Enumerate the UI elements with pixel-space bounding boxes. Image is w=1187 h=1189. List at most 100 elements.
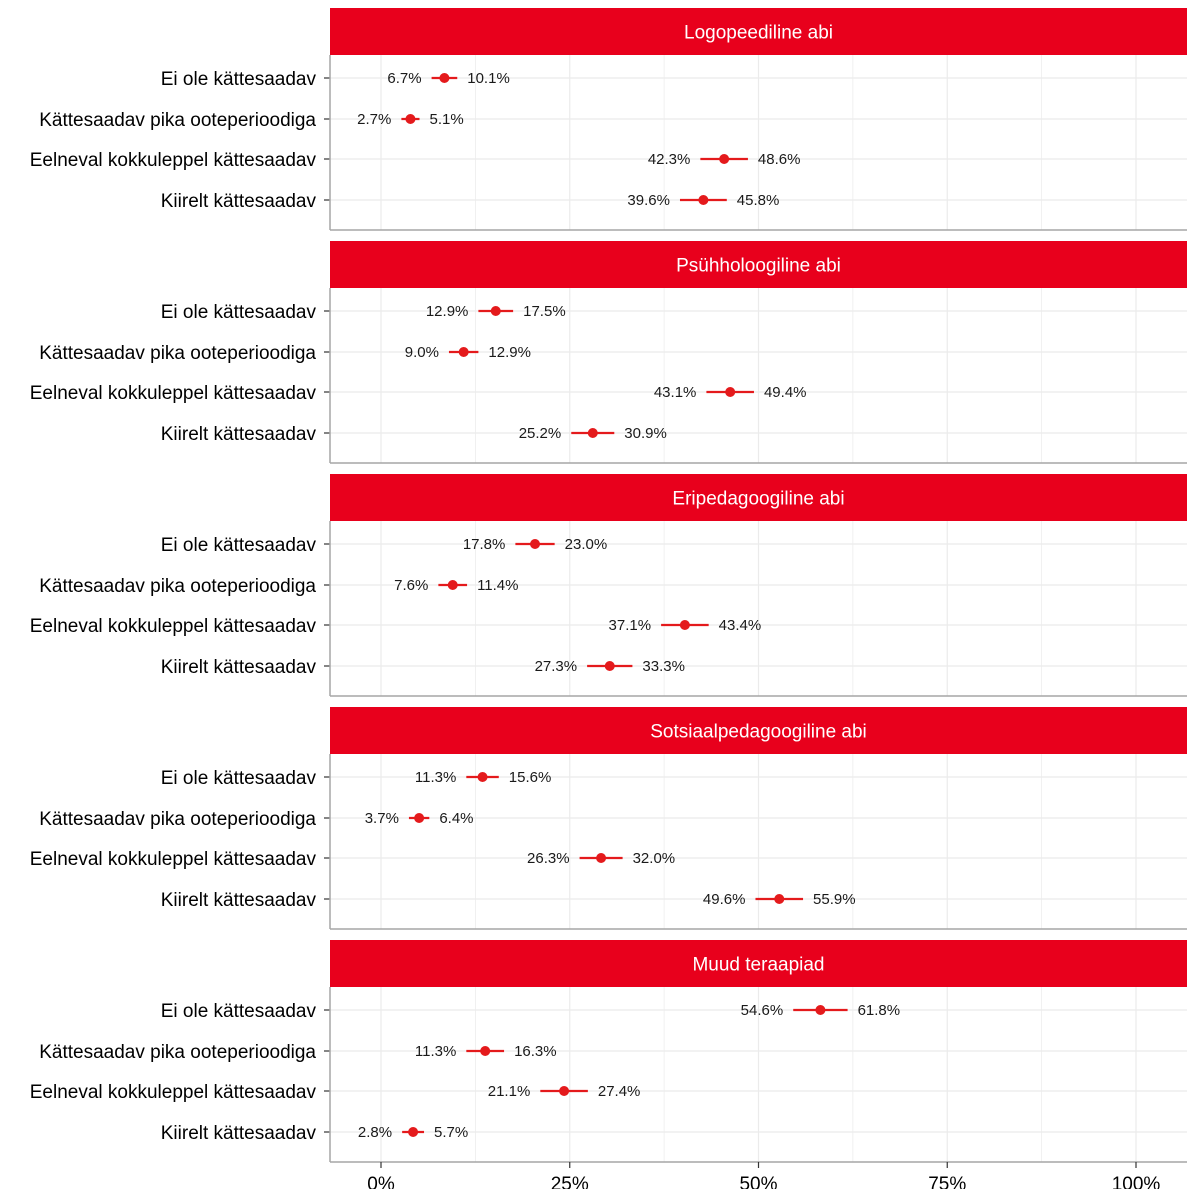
estimate-point <box>414 813 425 823</box>
category-label: Eelneval kokkuleppel kättesaadav <box>30 150 317 171</box>
lower-bound-label: 26.3% <box>527 850 570 867</box>
facet-title: Sotsiaalpedagoogiline abi <box>650 722 867 743</box>
estimate-point <box>596 853 607 863</box>
upper-bound-label: 16.3% <box>514 1043 557 1060</box>
facet-strip <box>330 241 1187 288</box>
x-tick-label: 100% <box>1112 1174 1161 1189</box>
estimate-point <box>587 428 598 438</box>
upper-bound-label: 45.8% <box>737 192 780 209</box>
lower-bound-label: 43.1% <box>654 384 697 401</box>
facet-title: Psühholoogiline abi <box>676 256 841 277</box>
facet-strip <box>330 474 1187 521</box>
facet-title: Logopeediline abi <box>684 23 833 44</box>
upper-bound-label: 33.3% <box>642 658 685 675</box>
category-label: Eelneval kokkuleppel kättesaadav <box>30 616 317 637</box>
estimate-point <box>480 1046 491 1056</box>
estimate-point <box>774 894 785 904</box>
upper-bound-label: 12.9% <box>488 344 531 361</box>
category-label: Kiirelt kättesaadav <box>161 191 317 212</box>
category-label: Eelneval kokkuleppel kättesaadav <box>30 1082 317 1103</box>
estimate-point <box>490 306 501 316</box>
upper-bound-label: 30.9% <box>624 425 667 442</box>
category-label: Kättesaadav pika ooteperioodiga <box>39 1042 316 1063</box>
lower-bound-label: 12.9% <box>426 303 469 320</box>
category-label: Kiirelt kättesaadav <box>161 890 317 911</box>
estimate-point <box>408 1127 419 1137</box>
upper-bound-label: 55.9% <box>813 891 856 908</box>
lower-bound-label: 17.8% <box>463 536 506 553</box>
estimate-point <box>679 620 690 630</box>
x-tick-label: 25% <box>551 1174 589 1189</box>
category-label: Ei ole kättesaadav <box>161 1001 317 1022</box>
lower-bound-label: 54.6% <box>741 1002 784 1019</box>
estimate-point <box>477 772 488 782</box>
x-tick-label: 75% <box>928 1174 966 1189</box>
estimate-point <box>405 114 416 124</box>
upper-bound-label: 11.4% <box>477 577 518 594</box>
estimate-point <box>719 154 730 164</box>
category-label: Eelneval kokkuleppel kättesaadav <box>30 849 317 870</box>
lower-bound-label: 7.6% <box>394 577 428 594</box>
estimate-point <box>725 387 736 397</box>
lower-bound-label: 6.7% <box>387 70 421 87</box>
lower-bound-label: 2.8% <box>358 1124 392 1141</box>
lower-bound-label: 49.6% <box>703 891 746 908</box>
lower-bound-label: 39.6% <box>627 192 670 209</box>
x-axis: 0% 25% 50% 75% 100% <box>367 1162 1160 1189</box>
category-label: Ei ole kättesaadav <box>161 302 317 323</box>
upper-bound-label: 48.6% <box>758 151 801 168</box>
lower-bound-label: 27.3% <box>535 658 578 675</box>
upper-bound-label: 61.8% <box>858 1002 901 1019</box>
category-label: Kättesaadav pika ooteperioodiga <box>39 343 316 364</box>
estimate-point <box>815 1005 826 1015</box>
upper-bound-label: 5.1% <box>430 111 464 128</box>
upper-bound-label: 10.1% <box>467 70 510 87</box>
facet-panel: Eripedagoogiline abi Ei ole kättesaadav 17… <box>30 474 1187 697</box>
category-label: Kiirelt kättesaadav <box>161 657 317 678</box>
lower-bound-label: 2.7% <box>357 111 391 128</box>
estimate-point <box>447 580 458 590</box>
category-label: Ei ole kättesaadav <box>161 768 317 789</box>
category-label: Ei ole kättesaadav <box>161 535 317 556</box>
facet-title: Muud teraapiad <box>692 955 824 976</box>
lower-bound-label: 11.3% <box>415 769 456 786</box>
upper-bound-label: 6.4% <box>439 810 473 827</box>
estimate-point <box>604 661 615 671</box>
facet-panel: Logopeediline abi Ei ole kättesaadav 6.7% 1… <box>30 8 1187 231</box>
lower-bound-label: 3.7% <box>365 810 399 827</box>
upper-bound-label: 43.4% <box>719 617 762 634</box>
facet-strip <box>330 940 1187 987</box>
category-label: Kiirelt kättesaadav <box>161 424 317 445</box>
lower-bound-label: 9.0% <box>405 344 439 361</box>
x-tick-label: 0% <box>367 1174 395 1189</box>
facet-panel: Psühholoogiline abi Ei ole kättesaadav 12.… <box>30 241 1187 464</box>
estimate-point <box>559 1086 570 1096</box>
facet-panel: Sotsiaalpedagoogiline abi Ei ole kättesaa… <box>30 707 1187 930</box>
upper-bound-label: 17.5% <box>523 303 566 320</box>
facet-panels: Logopeediline abi Ei ole kättesaadav 6.7% 1… <box>30 8 1187 1163</box>
upper-bound-label: 15.6% <box>509 769 552 786</box>
upper-bound-label: 5.7% <box>434 1124 468 1141</box>
category-label: Kiirelt kättesaadav <box>161 1123 317 1144</box>
upper-bound-label: 23.0% <box>565 536 608 553</box>
lower-bound-label: 37.1% <box>609 617 652 634</box>
upper-bound-label: 49.4% <box>764 384 807 401</box>
x-tick-label: 50% <box>739 1174 777 1189</box>
category-label: Eelneval kokkuleppel kättesaadav <box>30 383 317 404</box>
estimate-point <box>698 195 709 205</box>
upper-bound-label: 27.4% <box>598 1083 641 1100</box>
facet-strip <box>330 8 1187 55</box>
lower-bound-label: 25.2% <box>519 425 562 442</box>
estimate-point <box>530 539 541 549</box>
category-label: Ei ole kättesaadav <box>161 69 317 90</box>
facet-strip <box>330 707 1187 754</box>
lower-bound-label: 42.3% <box>648 151 691 168</box>
facet-title: Eripedagoogiline abi <box>672 489 844 510</box>
lower-bound-label: 21.1% <box>488 1083 531 1100</box>
estimate-point <box>439 73 450 83</box>
facet-panel: Muud teraapiad Ei ole kättesaadav 54.6% 61.… <box>30 940 1187 1163</box>
estimate-point <box>458 347 469 357</box>
upper-bound-label: 32.0% <box>633 850 676 867</box>
category-label: Kättesaadav pika ooteperioodiga <box>39 110 316 131</box>
